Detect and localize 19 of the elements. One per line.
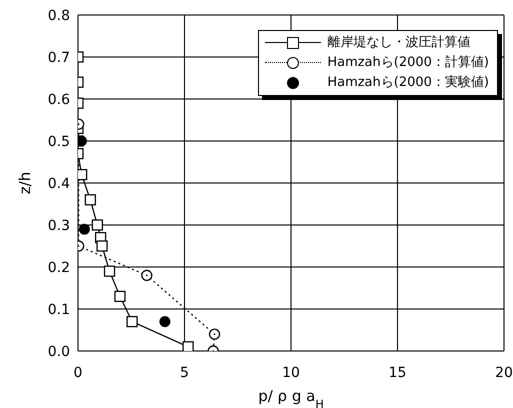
- y-tick-label: 0.2: [48, 260, 70, 276]
- y-tick-label: 0.5: [48, 134, 70, 150]
- legend-label: Hamzahら(2000：実験値): [327, 74, 489, 92]
- y-tick-label: 0.3: [48, 218, 70, 234]
- x-tick-label: 5: [180, 364, 189, 381]
- y-tick-label: 0.6: [48, 92, 70, 108]
- x-tick-label: 20: [495, 364, 513, 381]
- y-tick-label: 0.7: [48, 50, 70, 66]
- y-tick-label: 0.0: [48, 344, 70, 360]
- y-axis-title: z/h: [16, 172, 34, 194]
- legend-label: Hamzahら(2000：計算値): [327, 54, 489, 72]
- x-axis-title: p/ ρ g a$_{H}$: [258, 387, 324, 408]
- x-tick-label: 0: [74, 364, 82, 381]
- x-tick-label: 10: [282, 364, 300, 381]
- y-tick-label: 0.4: [48, 176, 70, 192]
- legend-label: 離岸堤なし・波圧計算値: [327, 34, 470, 52]
- x-tick-label: 15: [388, 364, 406, 381]
- y-tick-label: 0.8: [48, 8, 70, 24]
- y-tick-label: 0.1: [48, 302, 70, 318]
